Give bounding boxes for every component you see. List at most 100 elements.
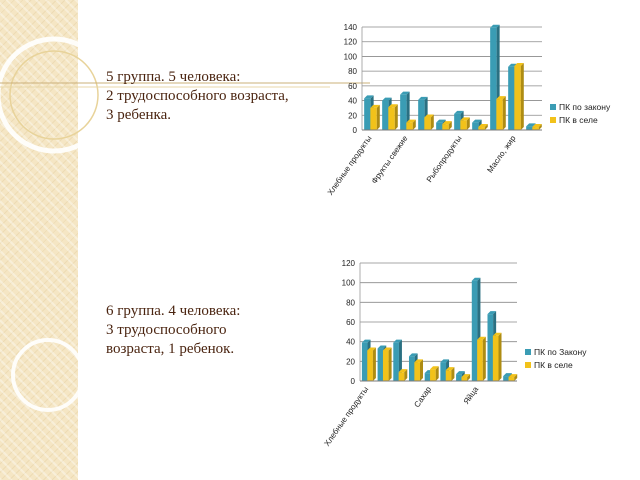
chart-2-bar-side-series-1 [404, 369, 408, 381]
chart-2-bar-series-0 [487, 314, 494, 381]
chart-2-bar-top-series-0 [440, 359, 450, 363]
chart-1-bar-series-0 [418, 99, 425, 130]
chart-1-bar-side-series-1 [430, 114, 434, 130]
chart-1-bar-top-series-0 [418, 96, 428, 100]
chart-2-bar-series-0 [471, 280, 478, 381]
chart-1-bar-top-series-1 [532, 124, 542, 128]
chart-2-bar-top-series-1 [398, 369, 408, 373]
chart-2-bar-top-series-1 [492, 332, 502, 336]
chart-1-bar-side-series-1 [412, 119, 416, 130]
chart-1-y-tick-label: 100 [344, 52, 358, 61]
chart-1-bar-series-1 [496, 99, 503, 130]
chart-1-y-tick-label: 80 [348, 67, 357, 76]
chart-2-bar-series-0 [408, 356, 415, 381]
chart-2-bar-series-1 [445, 370, 452, 381]
chart-1-bar-side-series-1 [394, 104, 398, 130]
chart-1-y-tick-label: 20 [348, 111, 357, 120]
chart-1-bar-side-series-1 [376, 104, 380, 130]
chart-2-bar-top-series-1 [414, 359, 424, 363]
chart-1-bar-series-0 [472, 122, 479, 130]
chart-1-legend-swatch [550, 104, 556, 110]
chart-2-y-tick-label: 120 [342, 259, 356, 268]
chart-1-bar-series-1 [478, 127, 485, 130]
chart-2-bar-series-1 [367, 350, 373, 381]
chart-2-bar-side-series-1 [435, 366, 439, 381]
chart-2-bar-top-series-1 [477, 336, 486, 340]
chart-2-bar-side-series-1 [388, 347, 392, 381]
chart-1-bar-series-0 [508, 66, 515, 130]
chart-1-bar-top-series-0 [490, 24, 500, 28]
chart-1-y-tick-label: 60 [348, 82, 357, 91]
chart-2-bar-series-1 [398, 372, 405, 381]
chart-1-bar-side-series-1 [520, 62, 524, 130]
chart-2-bar-top-series-0 [456, 371, 465, 375]
group-5-line-2: 2 трудоспособного возраста, [106, 88, 289, 104]
chart-2-y-tick-label: 80 [346, 298, 355, 307]
chart-2-x-tick-label: Хлебные продукты [322, 385, 370, 448]
chart-1-bar-top-series-1 [370, 104, 380, 108]
chart-2-legend-label: ПК по Закону [534, 347, 587, 357]
chart-2-bar-side-series-1 [420, 359, 424, 381]
chart-2-y-tick-label: 20 [346, 357, 355, 366]
chart-1-bar-side-series-1 [448, 121, 452, 130]
chart-2-bar-series-1 [414, 362, 421, 381]
chart-1-bar-top-series-1 [496, 96, 506, 100]
chart-1-y-tick-label: 140 [344, 23, 358, 32]
chart-1-bar-top-series-0 [526, 123, 536, 127]
chart-2-bar-top-series-1 [445, 367, 455, 371]
chart-1-bar-side-series-1 [484, 124, 488, 130]
chart-2-bar-top-series-1 [461, 374, 471, 378]
chart-1-bar-series-1 [442, 124, 449, 130]
chart-1-bar-top-series-0 [382, 97, 392, 101]
chart-1-y-tick-label: 40 [348, 97, 357, 106]
chart-2-bar-series-1 [382, 350, 389, 381]
chart-1-bar-series-0 [364, 98, 371, 130]
chart-1-bar-top-series-0 [472, 119, 482, 123]
chart-2-bar-series-0 [393, 342, 399, 381]
chart-1-bar-top-series-1 [424, 114, 434, 118]
group-6-line-3: возраста, 1 ребенок. [106, 341, 235, 357]
chart-2-legend-label: ПК в селе [534, 360, 573, 370]
chart-1-y-tick-label: 120 [344, 38, 358, 47]
chart-1-bar-top-series-0 [436, 119, 446, 123]
chart-2-bar-series-0 [424, 373, 431, 381]
chart-2-bar-series-1 [477, 339, 483, 381]
chart-2-legend-swatch [525, 362, 531, 368]
chart-2-bar-side-series-1 [498, 332, 502, 381]
group-6-heading: 6 группа. 4 человека: [106, 303, 241, 319]
chart-1-bar-top-series-1 [514, 62, 524, 66]
group-5-heading: 5 группа. 5 человека: [106, 69, 241, 85]
chart-2-bar-top-series-0 [487, 311, 497, 315]
chart-1-bar-series-0 [400, 94, 407, 130]
chart-1-bar-series-0 [454, 113, 461, 130]
group-5-line-3: 3 ребенка. [106, 107, 171, 123]
chart-2-bar-side-series-1 [514, 374, 518, 381]
chart-2-bar-top-series-1 [382, 347, 392, 351]
chart-1-bar-top-series-0 [400, 91, 410, 95]
chart-1-bar-top-series-0 [454, 110, 464, 114]
chart-2-bar-series-0 [377, 348, 384, 381]
chart-1-bar-series-1 [370, 107, 377, 130]
chart-2-bar-top-series-0 [471, 277, 481, 281]
chart-2-x-tick-label: Сахар [412, 385, 433, 410]
chart-1-bar-side-series-1 [538, 124, 542, 130]
chart-1-bar-side-series-1 [502, 96, 506, 130]
chart-2-bar-top-series-0 [361, 339, 371, 343]
chart-2-bar-side-series-1 [482, 336, 486, 381]
group-6-description: 6 группа. 4 человека: 3 трудоспособного … [106, 302, 240, 359]
chart-1-bar-series-0 [526, 126, 533, 130]
chart-1-legend-label: ПК в селе [559, 115, 598, 125]
chart-1-bar-series-1 [532, 127, 539, 130]
chart-2-bar-series-0 [440, 362, 447, 381]
chart-1-bar-series-1 [460, 120, 467, 130]
chart-1-bar-top-series-0 [364, 95, 374, 99]
group-6-line-2: 3 трудоспособного [106, 322, 227, 338]
chart-2-legend-swatch [525, 349, 531, 355]
chart-2-bar-top-series-1 [508, 374, 518, 378]
group-5-description: 5 группа. 5 человека: 2 трудоспособного … [106, 68, 289, 125]
chart-2-bar-series-1 [508, 377, 515, 381]
chart-2-bar-top-series-0 [408, 353, 418, 357]
